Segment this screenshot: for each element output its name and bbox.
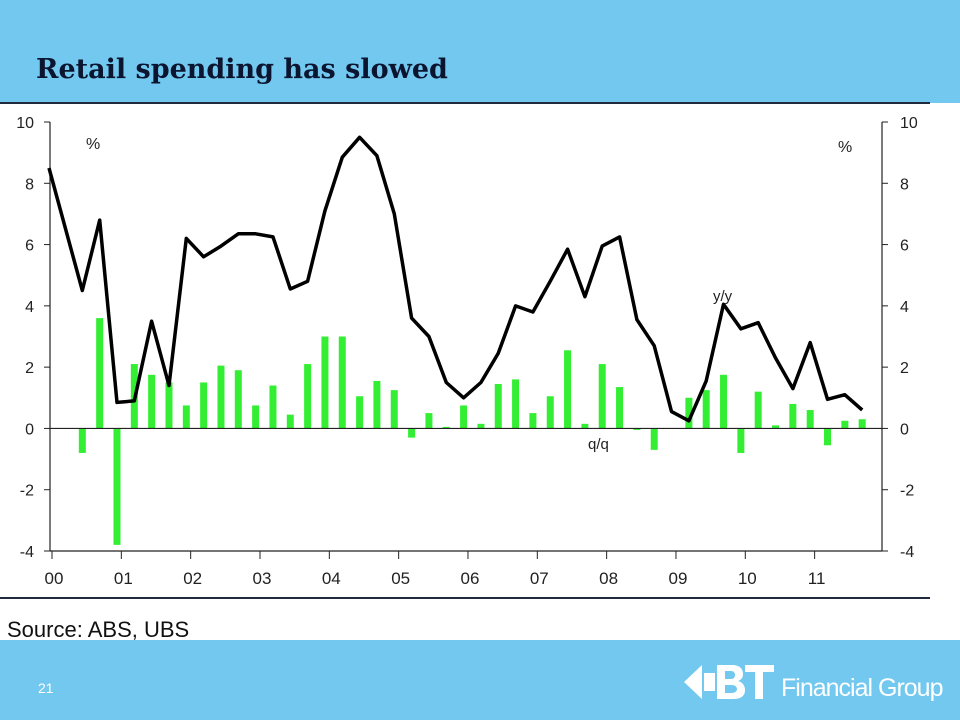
y-tick-label-left: 10	[16, 115, 34, 132]
source-note: Source: ABS, UBS	[7, 617, 190, 642]
x-tick-label: 02	[183, 569, 202, 588]
x-tick-label: 10	[738, 569, 757, 588]
bar-qq	[408, 428, 416, 438]
bar-qq	[685, 397, 693, 429]
bar-qq	[304, 364, 312, 429]
bar-qq	[737, 428, 745, 453]
bar-qq	[286, 414, 294, 429]
y-tick-label-left: 2	[25, 360, 34, 377]
y-tick-label-left: 4	[25, 299, 34, 316]
bar-qq	[96, 318, 104, 429]
x-tick-label: 09	[669, 569, 688, 588]
page-number: 21	[38, 680, 54, 696]
bar-qq	[234, 370, 242, 429]
bar-qq	[338, 336, 346, 429]
bar-qq	[564, 350, 572, 429]
x-tick-label: 00	[45, 569, 64, 588]
y-tick-label-right: -4	[900, 544, 914, 561]
bar-qq	[165, 382, 173, 429]
bar-qq	[252, 405, 260, 429]
bar-qq	[858, 419, 866, 429]
y-tick-label-left: 6	[25, 238, 34, 255]
x-tick-label: 06	[461, 569, 480, 588]
bar-qq	[148, 374, 156, 429]
bar-qq	[633, 428, 641, 430]
footer-band	[0, 640, 960, 720]
bt-logo-icon	[684, 665, 774, 699]
chart-axes	[44, 121, 888, 559]
line-label-yy: y/y	[713, 288, 733, 305]
bar-qq	[442, 426, 450, 429]
header-band	[0, 0, 960, 103]
bar-qq	[824, 428, 832, 446]
bar-qq	[806, 410, 814, 429]
bar-qq	[425, 413, 433, 429]
y-tick-label-right: -2	[900, 483, 914, 500]
bar-series-qq	[78, 318, 866, 545]
bar-qq	[512, 379, 520, 429]
bar-qq	[200, 382, 208, 429]
bt-logo: Financial Group	[684, 660, 944, 704]
bar-qq	[702, 390, 710, 429]
bar-qq	[356, 396, 364, 429]
bar-qq	[754, 391, 762, 429]
x-tick-label: 01	[114, 569, 133, 588]
x-tick-label: 03	[253, 569, 272, 588]
source-rule	[0, 597, 930, 599]
bar-qq	[529, 413, 537, 429]
bar-qq	[616, 387, 624, 429]
slide-title: Retail spending has slowed	[36, 54, 448, 85]
bar-qq	[321, 336, 329, 429]
bar-qq	[217, 365, 225, 429]
bar-qq	[460, 405, 468, 429]
y-tick-label-right: 8	[900, 176, 909, 193]
title-rule	[0, 102, 930, 104]
y-tick-label-left: -2	[20, 483, 34, 500]
bar-qq	[841, 420, 849, 429]
x-tick-label: 07	[530, 569, 549, 588]
x-tick-label: 04	[322, 569, 341, 588]
bar-qq	[390, 390, 398, 429]
bar-qq	[598, 364, 606, 429]
bar-qq	[477, 423, 485, 429]
y-tick-label-right: 6	[900, 238, 909, 255]
bar-qq	[772, 425, 780, 429]
y-axis-unit-right: %	[838, 139, 852, 156]
y-tick-label-left: 8	[25, 176, 34, 193]
x-tick-label: 11	[808, 569, 826, 588]
bar-qq	[78, 428, 86, 453]
bar-qq	[494, 383, 502, 429]
bar-qq	[581, 423, 589, 429]
x-tick-label: 05	[391, 569, 410, 588]
brand-text: Financial Group	[781, 674, 943, 702]
y-tick-label-left: 0	[25, 421, 34, 438]
x-tick-label: 08	[599, 569, 618, 588]
y-axis-unit-left: %	[86, 136, 100, 153]
bar-label-qq: q/q	[588, 436, 609, 453]
bar-qq	[113, 428, 121, 545]
y-tick-label-right: 4	[900, 299, 909, 316]
y-tick-label-right: 2	[900, 360, 909, 377]
bar-qq	[373, 380, 381, 429]
bar-qq	[789, 403, 797, 429]
bar-qq	[720, 374, 728, 429]
bar-qq	[182, 405, 190, 429]
bar-qq	[269, 385, 277, 429]
y-tick-label-left: -4	[20, 544, 34, 561]
y-tick-label-right: 10	[900, 115, 918, 132]
line-series-yy	[47, 135, 864, 423]
bar-qq	[650, 428, 658, 450]
y-tick-label-right: 0	[900, 421, 909, 438]
bar-qq	[546, 396, 554, 429]
